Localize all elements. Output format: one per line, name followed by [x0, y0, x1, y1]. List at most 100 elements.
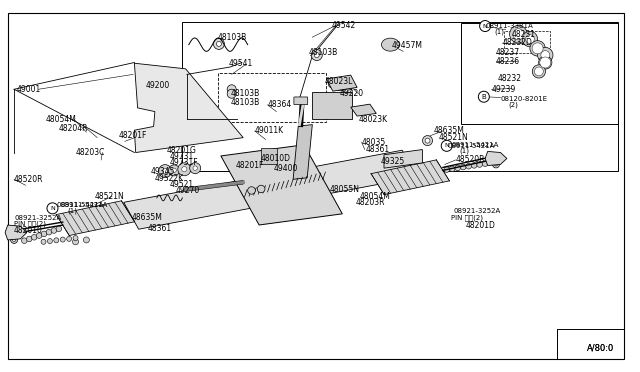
Text: 08911-3381A: 08911-3381A	[485, 23, 533, 29]
Polygon shape	[5, 225, 27, 240]
Circle shape	[46, 230, 52, 235]
Text: 49270: 49270	[176, 186, 200, 195]
Ellipse shape	[541, 51, 550, 60]
Bar	[312, 92, 352, 119]
Ellipse shape	[525, 35, 534, 44]
Circle shape	[90, 209, 104, 223]
Circle shape	[479, 20, 491, 32]
Bar	[182, 22, 618, 171]
Circle shape	[331, 82, 335, 86]
Text: 48201F: 48201F	[236, 161, 264, 170]
Bar	[218, 73, 326, 122]
Circle shape	[336, 82, 345, 91]
Text: 48361: 48361	[147, 224, 172, 233]
Text: 48361: 48361	[366, 145, 390, 154]
Text: B: B	[481, 94, 486, 100]
Text: 48520R: 48520R	[456, 155, 485, 164]
Text: (1): (1)	[68, 208, 78, 214]
Polygon shape	[371, 160, 449, 195]
Circle shape	[60, 237, 65, 242]
Text: 08911-5421A: 08911-5421A	[56, 202, 104, 208]
Ellipse shape	[257, 185, 265, 193]
Circle shape	[441, 140, 452, 151]
Circle shape	[213, 38, 225, 49]
Circle shape	[182, 167, 187, 172]
Text: 482010: 482010	[14, 226, 43, 235]
Text: 49220: 49220	[339, 89, 364, 98]
Text: 48054M: 48054M	[360, 192, 390, 201]
Text: 48364: 48364	[268, 100, 292, 109]
Circle shape	[339, 84, 342, 88]
Ellipse shape	[522, 31, 538, 47]
Circle shape	[460, 164, 466, 170]
Text: 48054M: 48054M	[46, 115, 77, 124]
Text: A/80:0: A/80:0	[587, 343, 614, 352]
Circle shape	[483, 161, 488, 167]
Text: 48010D: 48010D	[261, 154, 291, 163]
Circle shape	[422, 136, 433, 145]
Text: 49345: 49345	[150, 167, 175, 176]
Polygon shape	[351, 104, 376, 116]
Circle shape	[342, 85, 351, 94]
Circle shape	[193, 197, 204, 209]
Circle shape	[214, 192, 228, 206]
Ellipse shape	[532, 43, 543, 54]
Circle shape	[259, 158, 271, 169]
Text: 49200: 49200	[146, 81, 170, 90]
Text: 48023K: 48023K	[358, 115, 388, 124]
Polygon shape	[485, 151, 507, 166]
Circle shape	[345, 87, 349, 91]
Text: 48201G: 48201G	[166, 146, 196, 155]
Bar	[261, 148, 277, 164]
Circle shape	[72, 239, 79, 245]
Circle shape	[172, 168, 176, 173]
Text: 49541: 49541	[229, 60, 253, 68]
Text: 49542: 49542	[332, 21, 356, 30]
Circle shape	[22, 238, 27, 244]
Text: 48203R: 48203R	[355, 198, 385, 207]
Text: 48231: 48231	[512, 30, 536, 39]
Text: 48232D: 48232D	[502, 38, 532, 47]
Text: 49239: 49239	[492, 85, 516, 94]
Circle shape	[121, 209, 125, 213]
Bar	[504, 31, 550, 53]
Ellipse shape	[381, 38, 399, 51]
Circle shape	[94, 212, 100, 219]
Circle shape	[477, 162, 483, 167]
Polygon shape	[56, 201, 134, 235]
Polygon shape	[124, 150, 417, 229]
Circle shape	[118, 207, 127, 216]
Circle shape	[195, 200, 202, 206]
FancyBboxPatch shape	[294, 97, 308, 105]
Circle shape	[218, 196, 224, 202]
Circle shape	[11, 237, 17, 243]
Text: 48232: 48232	[498, 74, 522, 83]
Text: 48236: 48236	[496, 57, 520, 66]
Circle shape	[56, 226, 61, 232]
Text: 48237: 48237	[496, 48, 520, 57]
Text: N: N	[483, 23, 488, 29]
Ellipse shape	[539, 56, 552, 69]
Circle shape	[159, 165, 172, 177]
Circle shape	[47, 238, 52, 244]
Circle shape	[262, 161, 268, 166]
Text: 49325: 49325	[380, 157, 404, 166]
Circle shape	[216, 41, 221, 46]
Circle shape	[328, 79, 337, 88]
Text: A/80:0: A/80:0	[587, 343, 614, 352]
Text: 48201F: 48201F	[118, 131, 147, 140]
Circle shape	[31, 234, 37, 240]
Text: 48023L: 48023L	[325, 77, 353, 86]
Circle shape	[41, 231, 47, 237]
Circle shape	[51, 228, 57, 233]
Circle shape	[54, 238, 59, 243]
Ellipse shape	[513, 29, 524, 40]
Ellipse shape	[538, 47, 553, 63]
Ellipse shape	[248, 187, 255, 194]
Circle shape	[478, 91, 490, 102]
Circle shape	[311, 49, 323, 61]
Circle shape	[455, 165, 461, 171]
Circle shape	[495, 163, 497, 166]
Circle shape	[168, 165, 180, 176]
Polygon shape	[326, 75, 357, 91]
